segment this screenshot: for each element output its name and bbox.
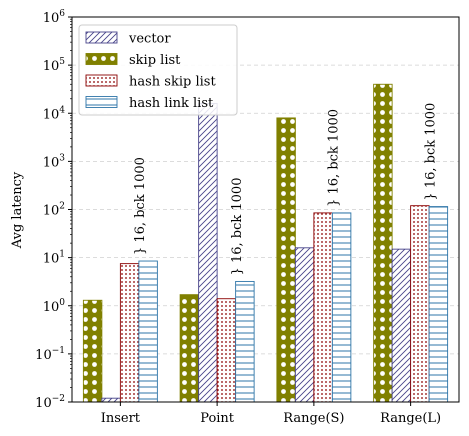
annotation-label: } 16, bck 1000 — [327, 109, 342, 207]
bar-dots-1 — [216, 298, 237, 403]
y-tick-label: 10−1 — [35, 346, 65, 363]
legend-label-diagonal: vector — [128, 32, 171, 47]
y-tick-label: 100 — [43, 298, 66, 315]
bar-diagonal-0 — [101, 397, 121, 403]
legend-swatch-circles — [85, 53, 118, 65]
bar-dots-2 — [313, 212, 333, 403]
legend-label-dots: hash skip list — [129, 75, 216, 90]
bar-horizontal-3 — [428, 206, 449, 403]
bar-diagonal-3 — [391, 248, 412, 403]
bar-diagonal-1 — [198, 102, 218, 403]
bar-dots-0 — [119, 263, 140, 403]
legend-label-horizontal: hash link list — [129, 96, 214, 111]
x-tick-label: Range(L) — [380, 411, 441, 426]
legend-swatch-dots — [85, 74, 118, 87]
y-axis-title: Avg latency — [10, 171, 25, 249]
legend-label-circles: skip list — [129, 53, 181, 68]
bar-circles-1 — [179, 294, 200, 403]
y-tick-label: 103 — [43, 153, 66, 170]
y-tick-label: 106 — [43, 9, 66, 26]
legend-swatch-horizontal — [85, 96, 118, 108]
bar-circles-0 — [82, 299, 103, 403]
y-tick-label: 102 — [43, 202, 65, 219]
bar-horizontal-1 — [235, 280, 255, 403]
y-tick-label: 101 — [43, 250, 65, 267]
y-tick-label: 105 — [43, 57, 66, 74]
x-tick-label: Range(S) — [283, 411, 344, 426]
bar-circles-2 — [276, 117, 296, 403]
bar-horizontal-2 — [331, 212, 352, 403]
legend-box — [78, 24, 238, 116]
bar-horizontal-0 — [138, 260, 158, 403]
x-tick-label: Insert — [101, 411, 141, 426]
annotation-label: } 16, bck 1000 — [423, 103, 438, 201]
legend-swatch-diagonal — [85, 31, 118, 44]
x-tick-label: Point — [200, 411, 235, 426]
annotation-label: } 16, bck 1000 — [133, 157, 148, 255]
bar-diagonal-2 — [294, 247, 315, 403]
y-tick-label: 104 — [43, 105, 66, 122]
y-tick-label: 10−2 — [35, 394, 65, 411]
annotation-label: } 16, bck 1000 — [230, 178, 245, 276]
bar-dots-3 — [410, 205, 430, 403]
bar-circles-3 — [373, 83, 393, 403]
